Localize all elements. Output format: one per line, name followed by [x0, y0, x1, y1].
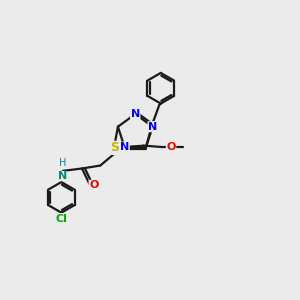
- Text: N: N: [58, 171, 67, 181]
- Text: H: H: [58, 158, 66, 168]
- Text: Cl: Cl: [56, 214, 67, 224]
- Text: N: N: [120, 142, 129, 152]
- Text: O: O: [89, 180, 98, 190]
- Text: S: S: [110, 141, 119, 154]
- Text: N: N: [148, 122, 157, 132]
- Text: O: O: [167, 142, 176, 152]
- Text: N: N: [131, 109, 140, 119]
